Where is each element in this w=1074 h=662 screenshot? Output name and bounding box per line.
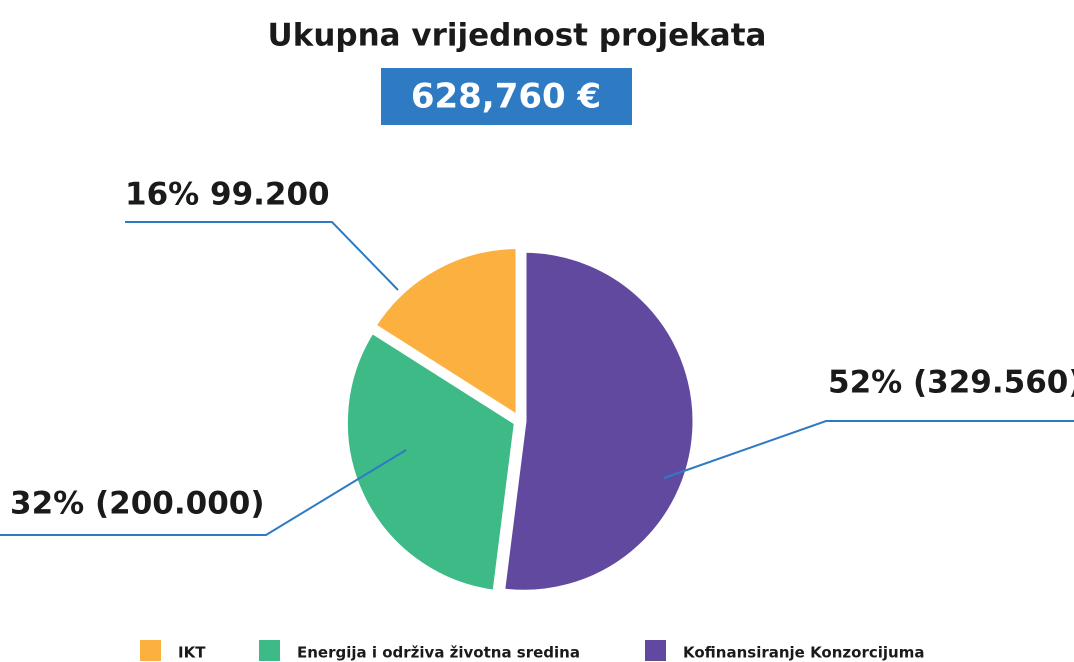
pie-slice (499, 247, 698, 595)
chart-subtitle: 628,760 € (411, 77, 601, 117)
legend-label: Energija i održiva životna sredina (297, 644, 580, 662)
legend-label: Kofinansiranje Konzorcijuma (683, 644, 924, 662)
value-label: 52% (329.560) (828, 365, 1074, 401)
legend-swatch (259, 640, 280, 661)
pie (342, 243, 698, 596)
leader-line (663, 420, 1074, 479)
leader-line (0, 449, 407, 536)
value-label: 16% 99.200 (125, 177, 330, 213)
subtitle-box (381, 68, 632, 125)
legend-swatch (140, 640, 161, 661)
pie-slice (370, 243, 521, 423)
leader-line (125, 221, 399, 291)
legend-swatch (645, 640, 666, 661)
legend-label: IKT (178, 644, 206, 662)
value-label: 32% (200.000) (10, 486, 265, 522)
chart-title: Ukupna vrijednost projekata (268, 18, 767, 54)
pie-slice (342, 327, 520, 596)
